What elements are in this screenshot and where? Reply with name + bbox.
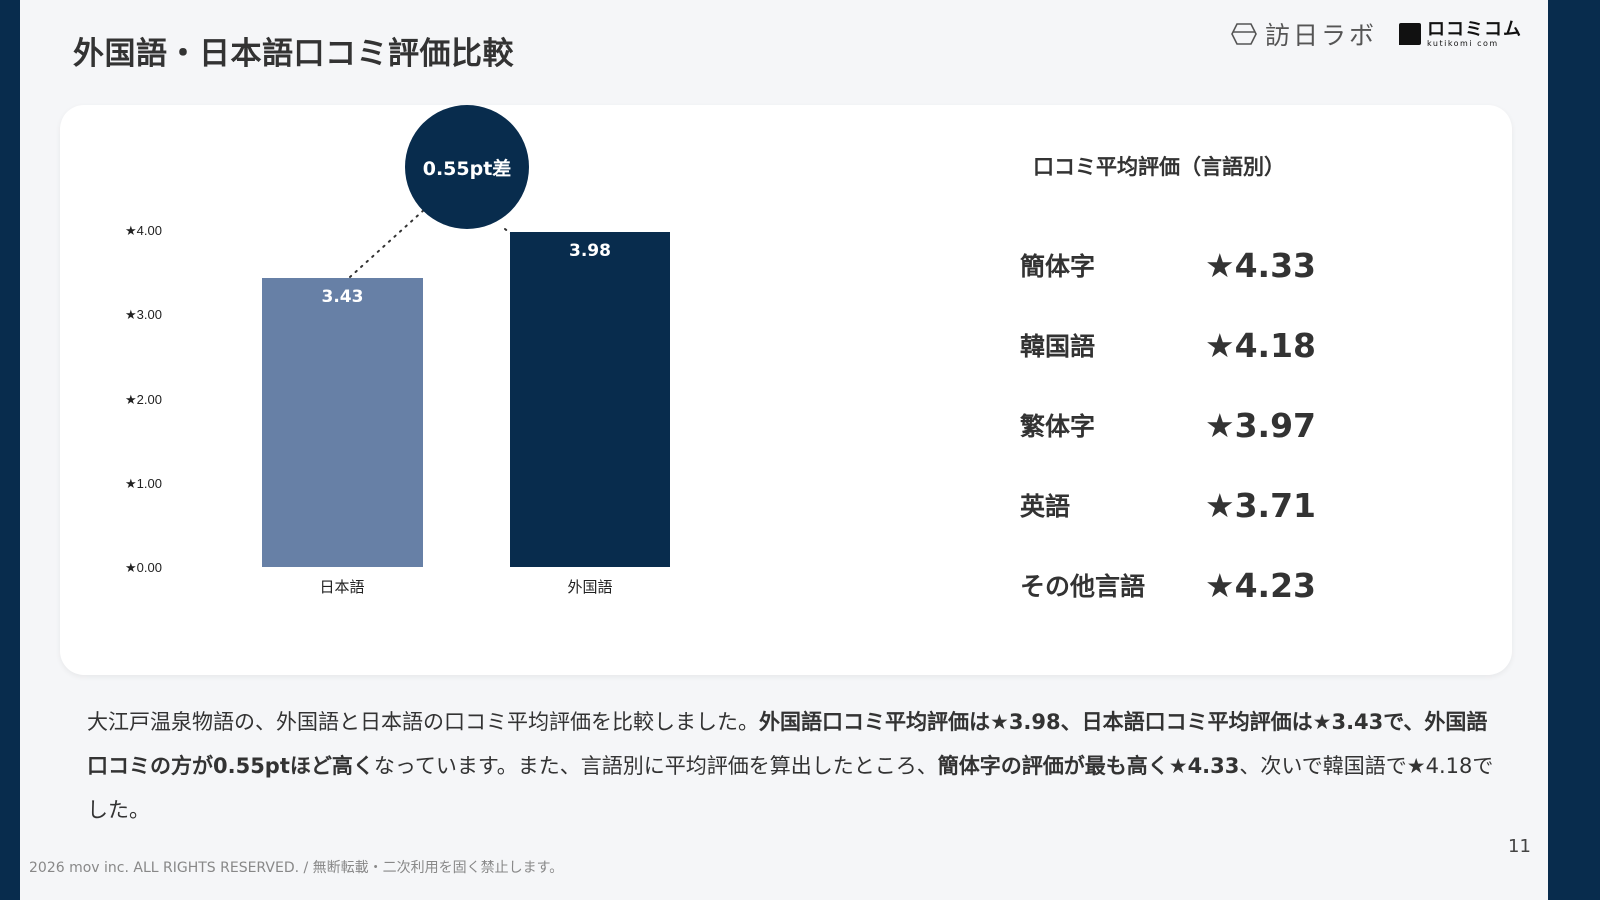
ranking-rating: ★3.97 (1205, 405, 1317, 445)
page-number: 11 (1508, 836, 1531, 857)
bar-chart: ★4.00 ★3.00 ★2.00 ★1.00 ★0.00 3.43 3.98 … (60, 105, 760, 675)
desc-text: 大江戸温泉物語の、外国語と日本語の口コミ平均評価を比較しました。 (87, 710, 759, 734)
y-tick-3: ★3.00 (125, 307, 162, 322)
bar-foreign: 3.98 (510, 231, 670, 567)
bar-value-japanese: 3.43 (321, 287, 364, 308)
ranking-rating: ★4.18 (1205, 325, 1317, 365)
x-label-foreign: 外国語 (567, 578, 613, 596)
y-tick-2: ★2.00 (125, 392, 162, 407)
ranking-rating: ★4.23 (1205, 565, 1317, 605)
description-paragraph: 大江戸温泉物語の、外国語と日本語の口コミ平均評価を比較しました。外国語口コミ平均… (87, 700, 1507, 832)
language-ranking: 口コミ平均評価（言語別） 簡体字 ★4.33 韓国語 ★4.18 繁体字 ★3.… (1015, 105, 1415, 675)
ranking-title: 口コミ平均評価（言語別） (1033, 155, 1285, 179)
ranking-row: その他言語 ★4.23 (1020, 565, 1420, 605)
desc-text: 、次いで韓国語で★4.18でした。 (87, 754, 1494, 822)
page-title: 外国語・日本語口コミ評価比較 (73, 36, 514, 72)
desc-emphasis: 簡体字の評価が最も高く★4.33 (937, 754, 1240, 778)
ranking-rating: ★3.71 (1205, 485, 1317, 525)
right-accent-bar (1548, 0, 1600, 900)
difference-bubble: 0.55pt差 (405, 105, 529, 229)
ranking-row: 簡体字 ★4.33 (1020, 245, 1420, 285)
difference-connector-lines (349, 208, 559, 278)
y-tick-1: ★1.00 (125, 476, 162, 491)
copyright-footer: 2026 mov inc. ALL RIGHTS RESERVED. / 無断転… (29, 860, 564, 876)
hexagon-logo-icon (1231, 23, 1257, 45)
x-label-japanese: 日本語 (319, 578, 365, 596)
logo-primary-text: 訪日ラボ (1264, 21, 1377, 50)
logo-secondary-en: kutikomi com (1427, 38, 1499, 48)
houjin-lab-logo: 訪日ラボ (1231, 16, 1377, 52)
y-tick-4: ★4.00 (125, 223, 162, 238)
header-logos: 訪日ラボ ロコミコム kutikomi com (1231, 16, 1522, 52)
content-card: ★4.00 ★3.00 ★2.00 ★1.00 ★0.00 3.43 3.98 … (60, 105, 1512, 675)
ranking-language: 簡体字 (1020, 252, 1096, 281)
ranking-rating: ★4.33 (1205, 245, 1317, 285)
bar-japanese: 3.43 (262, 278, 423, 567)
kutikomi-logo: ロコミコム kutikomi com (1399, 18, 1522, 48)
bar-value-foreign: 3.98 (569, 240, 611, 261)
ranking-row: 繁体字 ★3.97 (1020, 405, 1420, 445)
left-accent-bar (0, 0, 20, 900)
ranking-language: その他言語 (1020, 572, 1146, 601)
desc-text: なっています。また、言語別に平均評価を算出したところ、 (373, 754, 938, 778)
difference-label: 0.55pt差 (422, 157, 512, 180)
y-tick-0: ★0.00 (125, 560, 162, 575)
desc-emphasis: 外国語口コミ平均評価は★3.98、日本語口コミ平均評価は★3.43で、外国語口コ… (87, 710, 1488, 778)
speech-bubble-icon (1399, 23, 1421, 45)
ranking-row: 韓国語 ★4.18 (1020, 325, 1420, 365)
logo-secondary-jp: ロコミコム (1427, 18, 1522, 40)
ranking-language: 韓国語 (1020, 332, 1096, 361)
ranking-row: 英語 ★3.71 (1020, 485, 1420, 525)
ranking-language: 繁体字 (1020, 412, 1096, 441)
ranking-language: 英語 (1020, 492, 1071, 521)
